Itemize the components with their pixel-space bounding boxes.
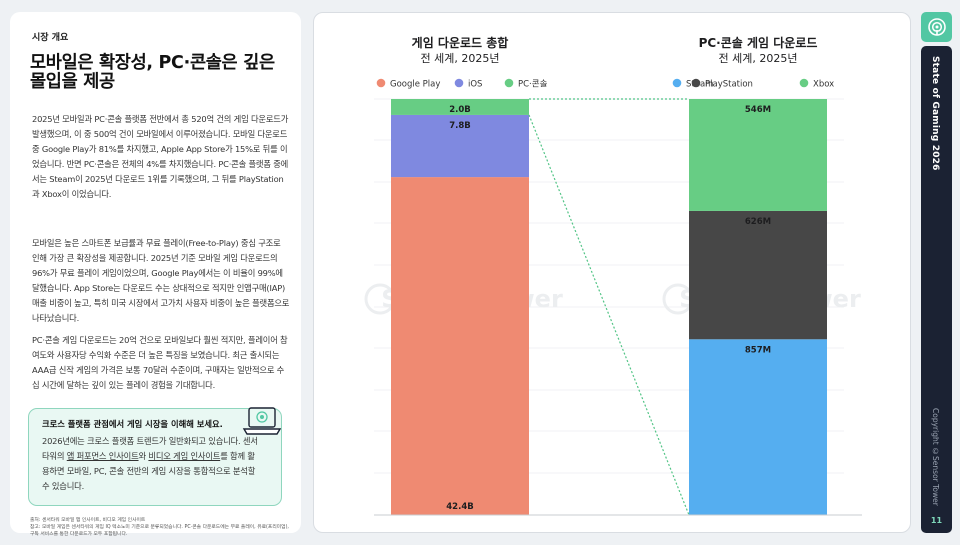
callout-title: 크로스 플랫폼 관점에서 게임 시장을 이해해 보세요. xyxy=(42,419,223,429)
footnote-source: 출처: 센서타워 모바일 앱 인사이트, 비디오 게임 인사이트 xyxy=(30,518,146,523)
video-game-insights-link[interactable]: 비디오 게임 인사이트 xyxy=(148,451,221,461)
legend-swatch xyxy=(504,78,514,88)
page-headline: 모바일은 확장성, PC·콘솔은 깊은 몰입을 제공 xyxy=(30,53,275,92)
legend-swatch xyxy=(799,78,809,88)
paragraph-3: PC·콘솔 게임 다운로드는 20억 건으로 모바일보다 훨씬 적지만, 플레이… xyxy=(32,335,288,390)
legend-label: PlayStation xyxy=(705,80,753,90)
section-label: 시장 개요 xyxy=(32,33,69,43)
data-label: 7.8B xyxy=(449,121,471,131)
left-text-panel: 시장 개요 모바일은 확장성, PC·콘솔은 깊은 몰입을 제공 2025년 모… xyxy=(10,12,301,537)
data-label: 626M xyxy=(745,217,771,227)
bar-segment xyxy=(391,114,529,178)
app-performance-insights-link[interactable]: 앱 퍼포먼스 인사이트 xyxy=(66,451,139,461)
callout-body: 2026년에는 크로스 플랫폼 트렌드가 일반화되고 있습니다. 센서타워의 앱… xyxy=(42,436,258,491)
legend-swatch xyxy=(691,78,701,88)
bar-segment xyxy=(391,177,529,515)
chart-title: PC·콘솔 게임 다운로드 xyxy=(699,35,818,50)
legend-swatch xyxy=(672,78,682,88)
bar-segment xyxy=(391,99,529,115)
laptop-icon xyxy=(242,407,281,435)
bar-segment xyxy=(689,339,827,515)
report-title: State of Gaming 2026 xyxy=(930,56,940,171)
data-label: 546M xyxy=(745,105,771,115)
chart-subtitle: 전 세계, 2025년 xyxy=(421,52,500,65)
legend-swatch xyxy=(454,78,464,88)
legend-label: Google Play xyxy=(390,80,440,90)
copyright: Copyright ©Sensor Tower xyxy=(931,408,940,506)
chart-subtitle: 전 세계, 2025년 xyxy=(719,52,798,65)
chart-panel: Sensor TowerSensor Tower게임 다운로드 총합전 세계, … xyxy=(313,12,911,533)
connector-line-bottom xyxy=(528,114,690,516)
chart-title: 게임 다운로드 총합 xyxy=(412,35,509,50)
data-label: 857M xyxy=(745,345,771,355)
legend-label: iOS xyxy=(468,80,482,90)
footnote-note: 참고: 모바일 게임은 센서타워의 게임 IQ 텍소노미 기준으로 분류되었습니… xyxy=(30,525,289,537)
sensor-tower-logo-icon xyxy=(921,12,952,42)
page-number: 11 xyxy=(930,516,943,525)
legend-label: Xbox xyxy=(813,80,834,90)
bar-segment xyxy=(689,99,827,211)
data-label: 2.0B xyxy=(449,105,471,115)
footnote: 출처: 센서타워 모바일 앱 인사이트, 비디오 게임 인사이트 참고: 모바일… xyxy=(30,517,292,538)
right-rail: State of Gaming 2026 Copyright ©Sensor T… xyxy=(921,46,952,533)
paragraph-1: 2025년 모바일과 PC·콘솔 플랫폼 전반에서 총 520억 건의 게임 다… xyxy=(32,114,289,199)
paragraph-2: 모바일은 높은 스마트폰 보급률과 무료 플레이(Free-to-Play) 중… xyxy=(32,238,290,323)
bar-segment xyxy=(689,210,827,340)
cross-platform-callout: 크로스 플랫폼 관점에서 게임 시장을 이해해 보세요. 2026년에는 크로스… xyxy=(28,407,282,506)
legend-label: PC·콘솔 xyxy=(518,80,548,90)
legend-swatch xyxy=(376,78,386,88)
download-charts: Sensor TowerSensor Tower게임 다운로드 총합전 세계, … xyxy=(364,35,862,516)
data-label: 42.4B xyxy=(446,502,473,512)
